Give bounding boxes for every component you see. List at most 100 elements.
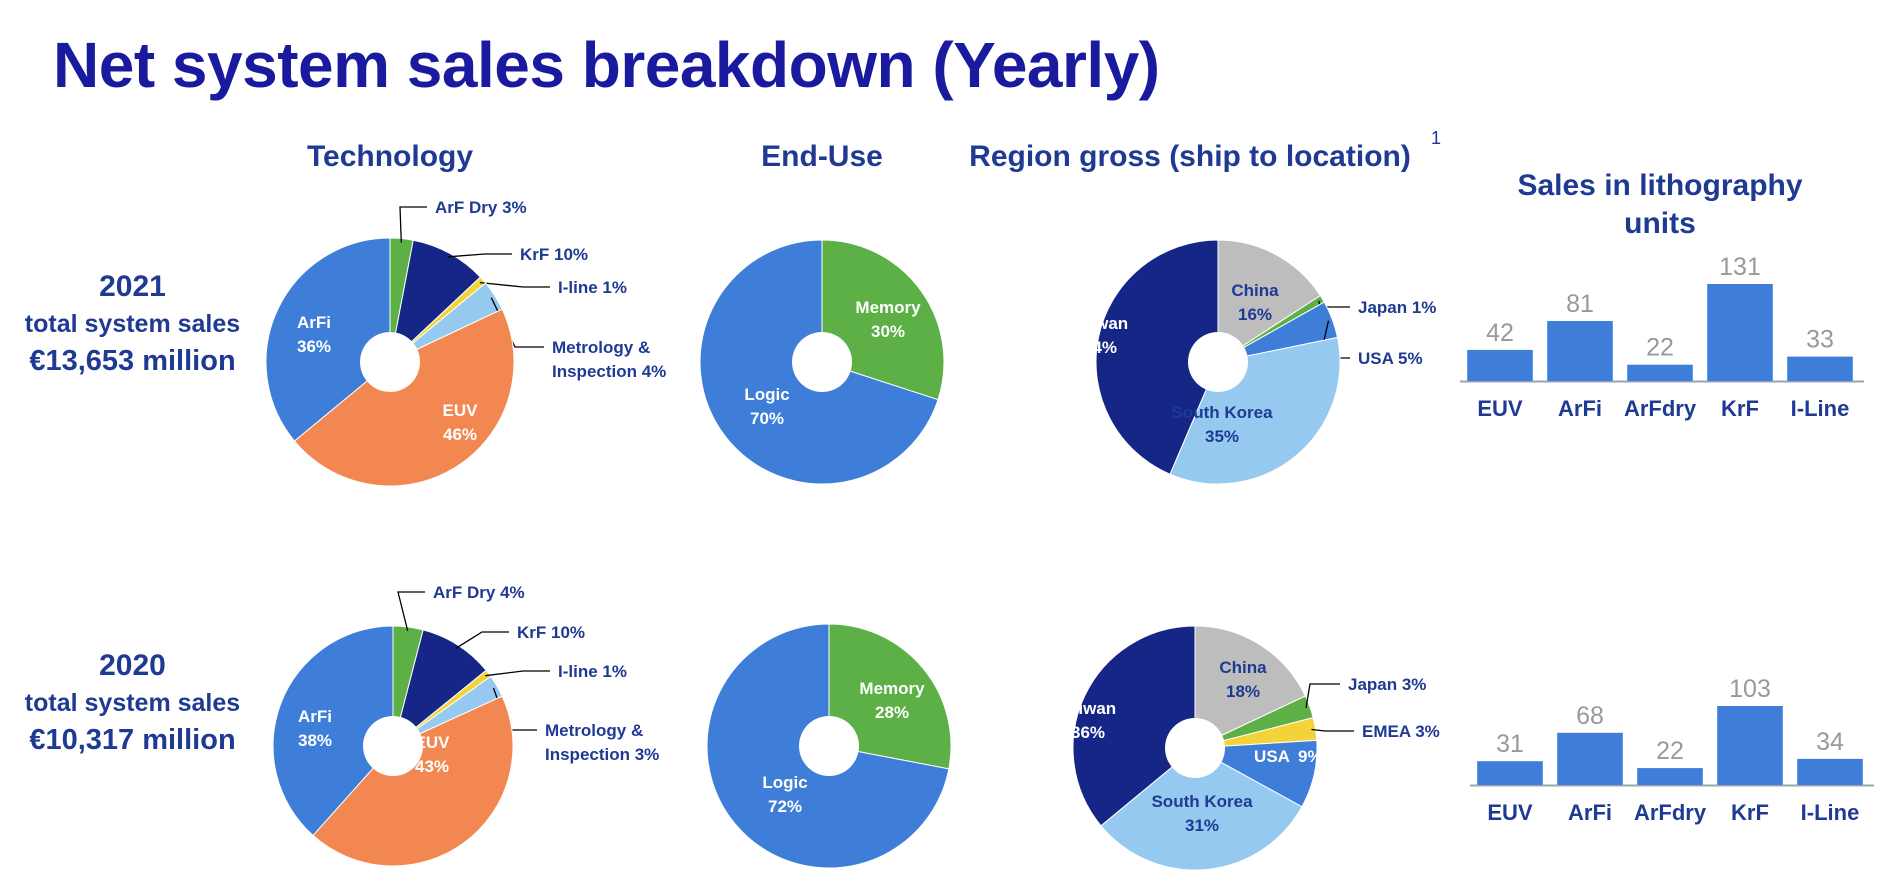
- total-sales-amount: €10,317 million: [29, 724, 236, 756]
- leader-line-krf: [447, 253, 512, 258]
- slice-label-memory: Memory: [859, 679, 925, 698]
- slice-label-arf-dry: ArF Dry 3%: [435, 198, 527, 217]
- bar-category-arfi: ArFi: [1558, 396, 1602, 421]
- bar-krf: [1707, 284, 1773, 381]
- slice-value-euv: 43%: [415, 757, 449, 776]
- pie-slice-china: [1217, 239, 1322, 363]
- bar-value-arfi: 81: [1566, 290, 1594, 318]
- units-column-title: Sales in lithography units: [1517, 169, 1803, 240]
- leader-line-i-line: [479, 281, 550, 288]
- total-sales-label: total system sales: [24, 689, 241, 717]
- leader-line-arf-dry: [399, 206, 427, 243]
- slice-label-krf: KrF 10%: [520, 245, 588, 264]
- bar-category-i-line: I-Line: [1791, 396, 1850, 421]
- end-use-pie-2021: [699, 239, 945, 485]
- bar-category-krf: KrF: [1721, 396, 1759, 421]
- slice-label-china: China: [1219, 658, 1267, 677]
- slice-label-metrology-inspection: Metrology & Inspection 3%: [545, 721, 659, 764]
- bar-value-i-line: 34: [1816, 728, 1844, 756]
- donut-hole: [792, 332, 852, 392]
- slice-label-emea: EMEA 3%: [1362, 722, 1440, 741]
- year-2021-summary: 2021 total system sales €13,653 million: [0, 268, 265, 380]
- leader-line-krf: [455, 631, 509, 649]
- slice-value-south-korea: 35%: [1205, 427, 1239, 446]
- slice-label-euv: EUV: [443, 401, 479, 420]
- slice-label-japan: Japan 3%: [1348, 675, 1426, 694]
- slice-value-logic: 72%: [768, 797, 802, 816]
- sales-in-lithography-units-bar-2020: 31 EUV 68 ArFi 22 ArFdry 103 KrF 34 I-Line: [1470, 675, 1874, 825]
- bar-value-krf: 103: [1729, 675, 1771, 703]
- bar-category-arfi: ArFi: [1568, 800, 1612, 825]
- slice-label-usa: USA 5%: [1358, 349, 1423, 368]
- pie-slice-taiwan: [1095, 239, 1219, 475]
- technology-column-title: Technology: [306, 140, 474, 173]
- donut-hole: [1165, 718, 1225, 778]
- slice-value-china: 16%: [1238, 305, 1272, 324]
- slice-label-i-line: I-line 1%: [558, 278, 627, 297]
- end-use-pie-2020: [706, 623, 952, 869]
- pie-slice-china: [1194, 625, 1307, 749]
- bar-category-i-line: I-Line: [1801, 800, 1860, 825]
- slice-value-arfi: 36%: [297, 337, 331, 356]
- slice-value-south-korea: 31%: [1185, 816, 1219, 835]
- slice-label-logic: Logic: [762, 773, 807, 792]
- pie-slice-euv: [312, 695, 514, 867]
- pie-slice-arfi: [265, 237, 391, 442]
- slice-label-taiwan: Taiwan: [1072, 314, 1128, 333]
- total-sales-label: total system sales: [24, 310, 241, 338]
- year-label: 2020: [99, 649, 166, 682]
- leader-line-emea: [1311, 728, 1354, 732]
- slice-value-arfi: 38%: [298, 731, 332, 750]
- slice-value-china: 18%: [1226, 682, 1260, 701]
- region-footnote: 1: [1431, 128, 1442, 148]
- slice-label-metrology-inspection: Metrology & Inspection 4%: [552, 338, 666, 381]
- year-label: 2021: [99, 270, 166, 303]
- slice-label-china: China: [1231, 281, 1279, 300]
- bar-category-euv: EUV: [1487, 800, 1533, 825]
- bar-category-arfdry: ArFdry: [1624, 396, 1697, 421]
- bar-euv: [1467, 349, 1533, 381]
- bar-arfi: [1547, 321, 1613, 381]
- slice-label-south-korea: South Korea: [1171, 403, 1273, 422]
- slice-value-taiwan: 44%: [1083, 338, 1117, 357]
- slice-value-memory: 28%: [875, 703, 909, 722]
- slice-label-i-line: I-line 1%: [558, 662, 627, 681]
- pie-slice-memory: [821, 239, 945, 401]
- leader-line-japan: [1305, 683, 1340, 709]
- bar-arfdry: [1637, 768, 1703, 785]
- bar-arfdry: [1627, 364, 1693, 381]
- slice-label-arfi: ArFi: [298, 707, 332, 726]
- bar-value-euv: 42: [1486, 319, 1514, 347]
- bar-i-line: [1787, 356, 1853, 381]
- bar-arfi: [1557, 732, 1623, 785]
- pie-slice-arfi: [272, 625, 394, 837]
- technology-pie-2021: ArF Dry 3% KrF 10% I-line 1% Metrology & Ins…: [265, 198, 666, 487]
- bar-krf: [1717, 706, 1783, 785]
- donut-hole: [360, 332, 420, 392]
- slice-label-krf: KrF 10%: [517, 623, 585, 642]
- year-2020-summary: 2020 total system sales €10,317 million: [0, 647, 265, 759]
- slice-label-japan: Japan 1%: [1358, 298, 1436, 317]
- slice-label-south-korea: South Korea: [1151, 792, 1253, 811]
- bar-category-arfdry: ArFdry: [1634, 800, 1707, 825]
- slice-value-euv: 46%: [443, 425, 477, 444]
- slice-label-usa: USA: [1254, 747, 1290, 766]
- pie-slice-krf: [392, 629, 487, 748]
- slice-label-memory: Memory: [855, 298, 921, 317]
- donut-hole: [1188, 332, 1248, 392]
- leader-line-i-line: [485, 670, 550, 677]
- donut-hole: [363, 716, 423, 776]
- slice-value-memory: 30%: [871, 322, 905, 341]
- bar-value-arfdry: 22: [1646, 334, 1674, 362]
- donut-hole: [799, 716, 859, 776]
- pie-slice-south-korea: [1169, 336, 1341, 485]
- bar-euv: [1477, 761, 1543, 785]
- bar-value-krf: 131: [1719, 253, 1761, 281]
- pie-slice-krf: [389, 239, 482, 364]
- bar-value-arfi: 68: [1576, 702, 1604, 730]
- region-gross-ship-to-location-pie-2020: Japan 3% EMEA 3%: [1072, 625, 1440, 871]
- bar-i-line: [1797, 758, 1863, 785]
- pie-slice-taiwan: [1072, 625, 1196, 827]
- pie-slice-south-korea: [1100, 747, 1303, 871]
